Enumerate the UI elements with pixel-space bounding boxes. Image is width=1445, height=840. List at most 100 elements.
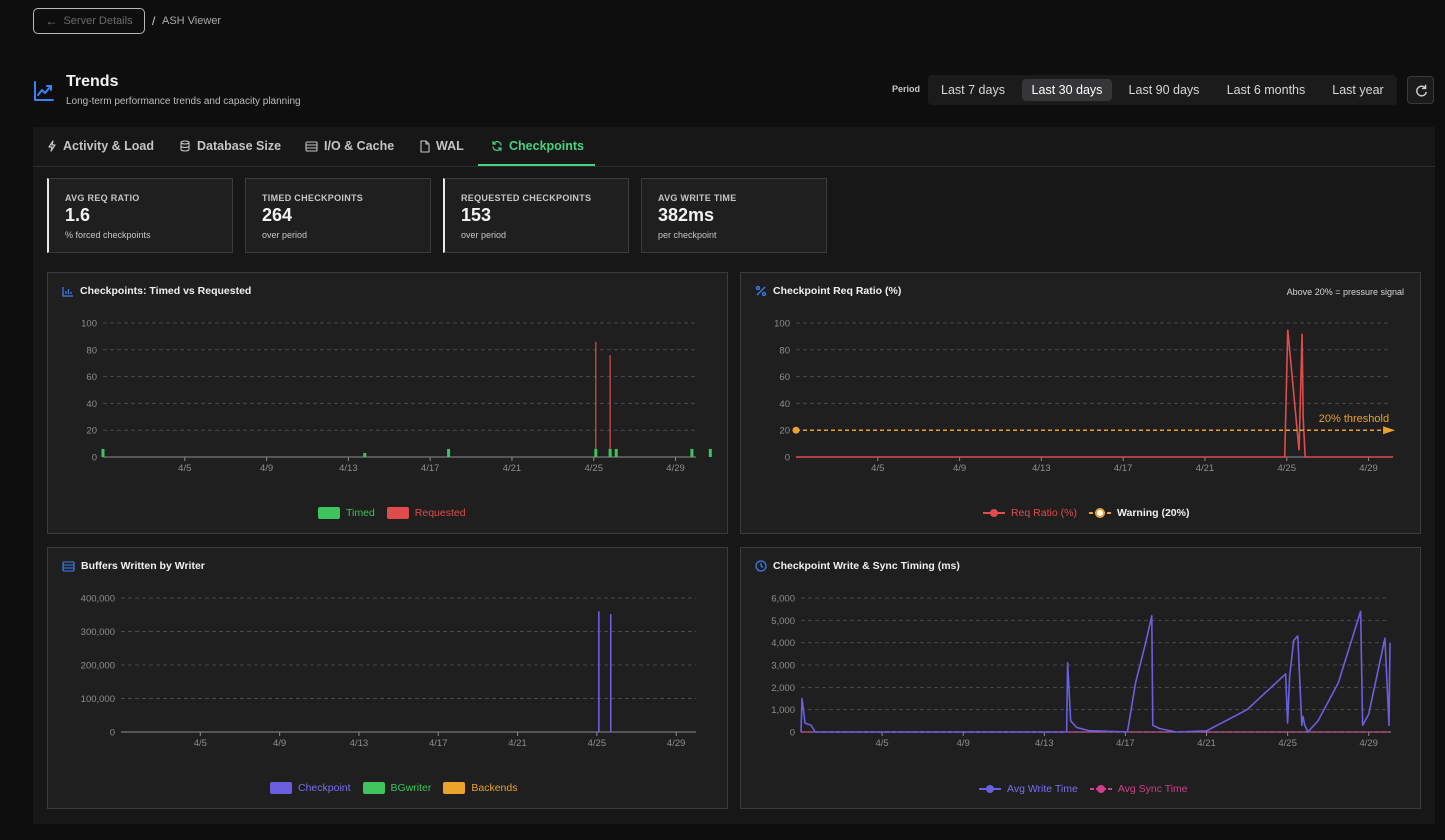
legend-swatch bbox=[270, 782, 292, 794]
bar-timed bbox=[690, 448, 694, 457]
y-tick-label: 3,000 bbox=[771, 661, 795, 672]
x-tick-label: 4/17 bbox=[1116, 738, 1135, 749]
period-90-days[interactable]: Last 90 days bbox=[1128, 83, 1200, 97]
x-tick-label: 4/9 bbox=[260, 463, 273, 474]
bar-checkpoint bbox=[598, 611, 600, 732]
period-selector: Last 7 days Last 30 days Last 90 days La… bbox=[928, 75, 1397, 105]
tab-activity-load[interactable]: Activity & Load bbox=[47, 139, 154, 153]
tab-database-size[interactable]: Database Size bbox=[179, 139, 281, 153]
threshold-label: 20% threshold bbox=[1319, 413, 1389, 425]
stat-value: 264 bbox=[262, 205, 293, 225]
refresh-icon bbox=[1416, 84, 1427, 97]
legend-line-swatch bbox=[979, 785, 1001, 793]
x-tick-label: 4/21 bbox=[1197, 738, 1216, 749]
chart-legend: Avg Write Time Avg Sync Time bbox=[979, 783, 1194, 795]
legend-swatch bbox=[386, 507, 409, 519]
y-tick-label: 20 bbox=[86, 426, 97, 437]
chart-note: Above 20% = pressure signal bbox=[1286, 287, 1404, 297]
legend-item-sync-time[interactable]: Avg Sync Time bbox=[1089, 783, 1188, 795]
bar-timed bbox=[614, 448, 618, 457]
bar-timed bbox=[594, 448, 598, 457]
x-tick-label: 4/25 bbox=[1278, 738, 1297, 749]
tab-label: Activity & Load bbox=[63, 139, 154, 153]
x-tick-label: 4/25 bbox=[588, 738, 607, 749]
stat-value: 1.6 bbox=[65, 205, 91, 225]
chart-title: Checkpoints: Timed vs Requested bbox=[80, 285, 252, 297]
x-tick-label: 4/29 bbox=[666, 463, 685, 474]
back-button[interactable]: ← Server Details bbox=[33, 8, 145, 34]
period-7-days[interactable]: Last 7 days bbox=[941, 83, 1005, 97]
chart-legend: Timed Requested bbox=[318, 507, 472, 519]
tab-label: Checkpoints bbox=[509, 139, 585, 153]
y-tick-label: 6,000 bbox=[771, 594, 795, 605]
chart-title-row: Checkpoint Write & Sync Timing (ms) bbox=[755, 560, 960, 572]
stat-value: 153 bbox=[461, 205, 492, 225]
refresh-button[interactable] bbox=[1407, 76, 1434, 104]
legend-item-write-time[interactable]: Avg Write Time bbox=[979, 783, 1078, 795]
bar-timed bbox=[608, 448, 612, 457]
y-tick-label: 100 bbox=[81, 319, 97, 330]
legend-label: Checkpoint bbox=[298, 782, 351, 794]
bar-timed bbox=[447, 448, 451, 457]
x-tick-label: 4/17 bbox=[1114, 463, 1133, 474]
period-6-months[interactable]: Last 6 months bbox=[1226, 83, 1306, 97]
tab-checkpoints[interactable]: Checkpoints bbox=[491, 139, 584, 153]
x-tick-label: 4/5 bbox=[875, 738, 888, 749]
y-tick-label: 2,000 bbox=[771, 683, 795, 694]
legend-swatch bbox=[443, 782, 466, 794]
x-tick-label: 4/9 bbox=[273, 738, 286, 749]
x-tick-label: 4/17 bbox=[421, 463, 440, 474]
stat-subtext: per checkpoint bbox=[658, 230, 717, 240]
y-tick-label: 0 bbox=[110, 728, 115, 739]
req-ratio-chart: 0 20 40 60 80 100 4/5 4/9 4/13 4/17 4/21 4/25 4/29 20… bbox=[774, 319, 1396, 474]
legend-label: Req Ratio (%) bbox=[1011, 507, 1077, 519]
x-tick-label: 4/17 bbox=[429, 738, 448, 749]
tab-wal[interactable]: WAL bbox=[419, 139, 464, 153]
breadcrumb-separator: / bbox=[152, 14, 156, 28]
chart-legend: Req Ratio (%) Warning (20%) bbox=[983, 507, 1195, 519]
period-30-days[interactable]: Last 30 days bbox=[1022, 79, 1112, 101]
period-last-year[interactable]: Last year bbox=[1332, 83, 1384, 97]
x-tick-label: 4/25 bbox=[1278, 463, 1297, 474]
chart-title: Checkpoint Write & Sync Timing (ms) bbox=[773, 560, 960, 572]
bar-chart-icon bbox=[62, 286, 73, 297]
stat-subtext: over period bbox=[461, 230, 507, 240]
y-tick-label: 4,000 bbox=[771, 638, 795, 649]
y-tick-label: 5,000 bbox=[771, 616, 795, 627]
stat-label: AVG WRITE TIME bbox=[658, 193, 737, 203]
stat-label: TIMED CHECKPOINTS bbox=[262, 193, 364, 203]
back-button-label: Server Details bbox=[63, 15, 133, 27]
x-tick-label: 4/13 bbox=[350, 738, 369, 749]
chart-title-row: Checkpoint Req Ratio (%) bbox=[755, 285, 901, 297]
legend-item-backends[interactable]: Backends bbox=[443, 782, 518, 794]
clock-icon bbox=[755, 560, 767, 572]
tab-label: Database Size bbox=[197, 139, 282, 153]
y-tick-label: 60 bbox=[779, 372, 790, 383]
warning-arrow bbox=[1383, 426, 1396, 435]
checkpoints-chart: 0 20 40 60 80 100 4/5 4/9 4/13 4/17 4/21 4/25 4/29 bbox=[81, 319, 712, 474]
legend-item-req-ratio[interactable]: Req Ratio (%) bbox=[983, 507, 1077, 519]
chart-title-row: Checkpoints: Timed vs Requested bbox=[62, 285, 251, 297]
legend-item-bgwriter[interactable]: BGwriter bbox=[362, 782, 431, 794]
legend-item-requested[interactable]: Requested bbox=[386, 507, 466, 519]
legend-item-warning[interactable]: Warning (20%) bbox=[1088, 507, 1189, 519]
stat-card-avg-req-ratio: AVG REQ RATIO 1.6 % forced checkpoints bbox=[47, 178, 233, 253]
y-tick-label: 300,000 bbox=[81, 627, 115, 638]
legend-item-checkpoint[interactable]: Checkpoint bbox=[270, 782, 351, 794]
bar-requested bbox=[609, 355, 611, 457]
y-tick-label: 20 bbox=[779, 426, 790, 437]
active-tab-indicator bbox=[478, 164, 595, 166]
legend-item-timed[interactable]: Timed bbox=[318, 507, 375, 519]
warning-start-dot bbox=[792, 426, 800, 434]
x-tick-label: 4/5 bbox=[871, 463, 884, 474]
bar-timed bbox=[708, 448, 712, 457]
legend-line-swatch bbox=[1088, 508, 1111, 518]
bar-checkpoint bbox=[609, 614, 612, 732]
tab-io-cache[interactable]: I/O & Cache bbox=[305, 139, 394, 153]
tab-label: WAL bbox=[436, 139, 464, 153]
arrow-left-icon: ← bbox=[45, 14, 58, 28]
y-tick-label: 80 bbox=[86, 345, 97, 356]
y-tick-label: 40 bbox=[779, 399, 790, 410]
x-tick-label: 4/21 bbox=[503, 463, 522, 474]
stat-subtext: over period bbox=[262, 230, 308, 240]
